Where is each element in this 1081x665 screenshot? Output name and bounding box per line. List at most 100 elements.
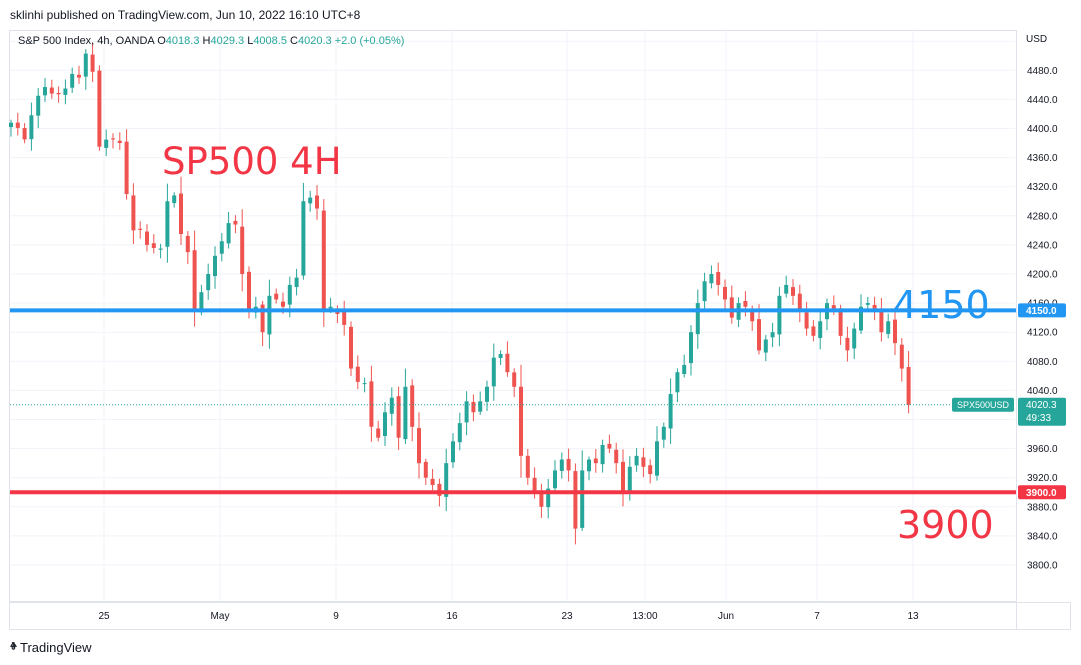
candle-body: [29, 115, 34, 140]
candle: [709, 265, 714, 289]
low-label: L: [247, 35, 254, 47]
candle: [845, 326, 850, 362]
candle: [784, 275, 789, 298]
candle-body: [512, 372, 517, 387]
time-axis[interactable]: [9, 602, 1071, 630]
time-tick-label: 25: [98, 611, 110, 622]
candle: [104, 129, 109, 157]
candle: [383, 402, 387, 447]
candle: [593, 448, 598, 473]
candle-body: [668, 394, 673, 429]
price-axis[interactable]: [1016, 30, 1071, 630]
candle-body: [648, 465, 653, 475]
candle: [315, 185, 319, 220]
candle-body: [383, 412, 387, 437]
time-tick-label: 7: [814, 611, 820, 622]
time-tick-label: 9: [333, 611, 339, 622]
candle-body: [267, 295, 272, 335]
candle: [355, 355, 360, 390]
candle: [716, 262, 721, 296]
candle: [22, 123, 27, 144]
candle-body: [872, 304, 877, 311]
candle: [879, 297, 884, 342]
price-tick-label: 4480.0: [1027, 66, 1058, 77]
candle: [566, 448, 571, 482]
candle: [811, 320, 816, 342]
candle: [539, 483, 544, 519]
candle-body: [240, 226, 245, 274]
resistance-price-tag: [1018, 303, 1066, 318]
candle-body: [831, 305, 836, 311]
candle: [723, 279, 727, 311]
support-price-tag: [1018, 485, 1066, 500]
candle-body: [893, 319, 897, 344]
candle-body: [614, 449, 619, 464]
candle-body: [349, 326, 353, 369]
candle: [219, 232, 224, 262]
close-value: 4020.3: [297, 35, 332, 47]
candle-body: [852, 328, 857, 349]
candle: [743, 291, 748, 317]
tradingview-logo-icon: ⱖ: [10, 639, 17, 655]
candle: [559, 452, 564, 479]
price-tick-label: 4240.0: [1027, 240, 1058, 251]
candle-body: [607, 443, 612, 449]
candle-body: [695, 303, 700, 335]
grid-lines: [10, 31, 1015, 601]
candle: [145, 224, 149, 252]
candle: [893, 307, 897, 355]
candle-body: [451, 441, 455, 463]
candle-body: [600, 444, 605, 465]
candle: [213, 246, 217, 289]
candle-body: [117, 140, 122, 144]
candle-body: [321, 210, 326, 311]
candle-body: [716, 271, 721, 285]
candle-body: [328, 306, 333, 309]
candle: [417, 412, 421, 479]
candle: [233, 215, 238, 234]
symbol-legend: S&P 500 Index, 4h, OANDA O4018.3 H4029.3…: [18, 35, 404, 47]
candle: [83, 49, 88, 90]
candle: [9, 119, 13, 137]
candle: [389, 387, 394, 426]
candle: [206, 263, 211, 300]
candle: [240, 209, 245, 292]
candle-body: [376, 428, 381, 438]
symbol-tag: [952, 397, 1014, 412]
tradingview-brand: TradingView: [20, 640, 92, 655]
time-tick-label: 13:00: [632, 611, 657, 622]
candle: [648, 459, 653, 484]
candle-body: [389, 397, 394, 414]
candle: [301, 182, 306, 280]
candle: [444, 448, 449, 512]
candle: [376, 420, 381, 442]
candle: [804, 302, 809, 336]
candle-body: [621, 461, 625, 493]
candle: [553, 460, 557, 494]
candle: [63, 79, 68, 105]
candle-body: [77, 74, 81, 78]
price-tick-label: 4280.0: [1027, 211, 1058, 222]
candle-body: [97, 70, 102, 147]
candle-body: [729, 297, 734, 318]
candle-body: [627, 466, 632, 494]
candle-body: [213, 255, 217, 277]
support-annotation: 3900: [897, 503, 994, 547]
price-tick-label: 4320.0: [1027, 182, 1058, 193]
candle: [498, 350, 503, 365]
open-label: O: [157, 35, 166, 47]
candle: [321, 199, 326, 327]
candle-body: [172, 195, 177, 204]
candle: [29, 102, 34, 151]
price-tick-label: 3960.0: [1027, 444, 1058, 455]
candles: [9, 42, 911, 545]
candle-body: [355, 366, 360, 382]
candle: [682, 354, 687, 378]
candle-body: [457, 423, 462, 443]
chart-pane[interactable]: [9, 30, 1016, 602]
price-tick-label: 3840.0: [1027, 531, 1058, 542]
price-tick-label: 3800.0: [1027, 561, 1058, 572]
tradingview-logo[interactable]: ⱖ TradingView: [10, 639, 92, 656]
price-tick-label: 4120.0: [1027, 328, 1058, 339]
